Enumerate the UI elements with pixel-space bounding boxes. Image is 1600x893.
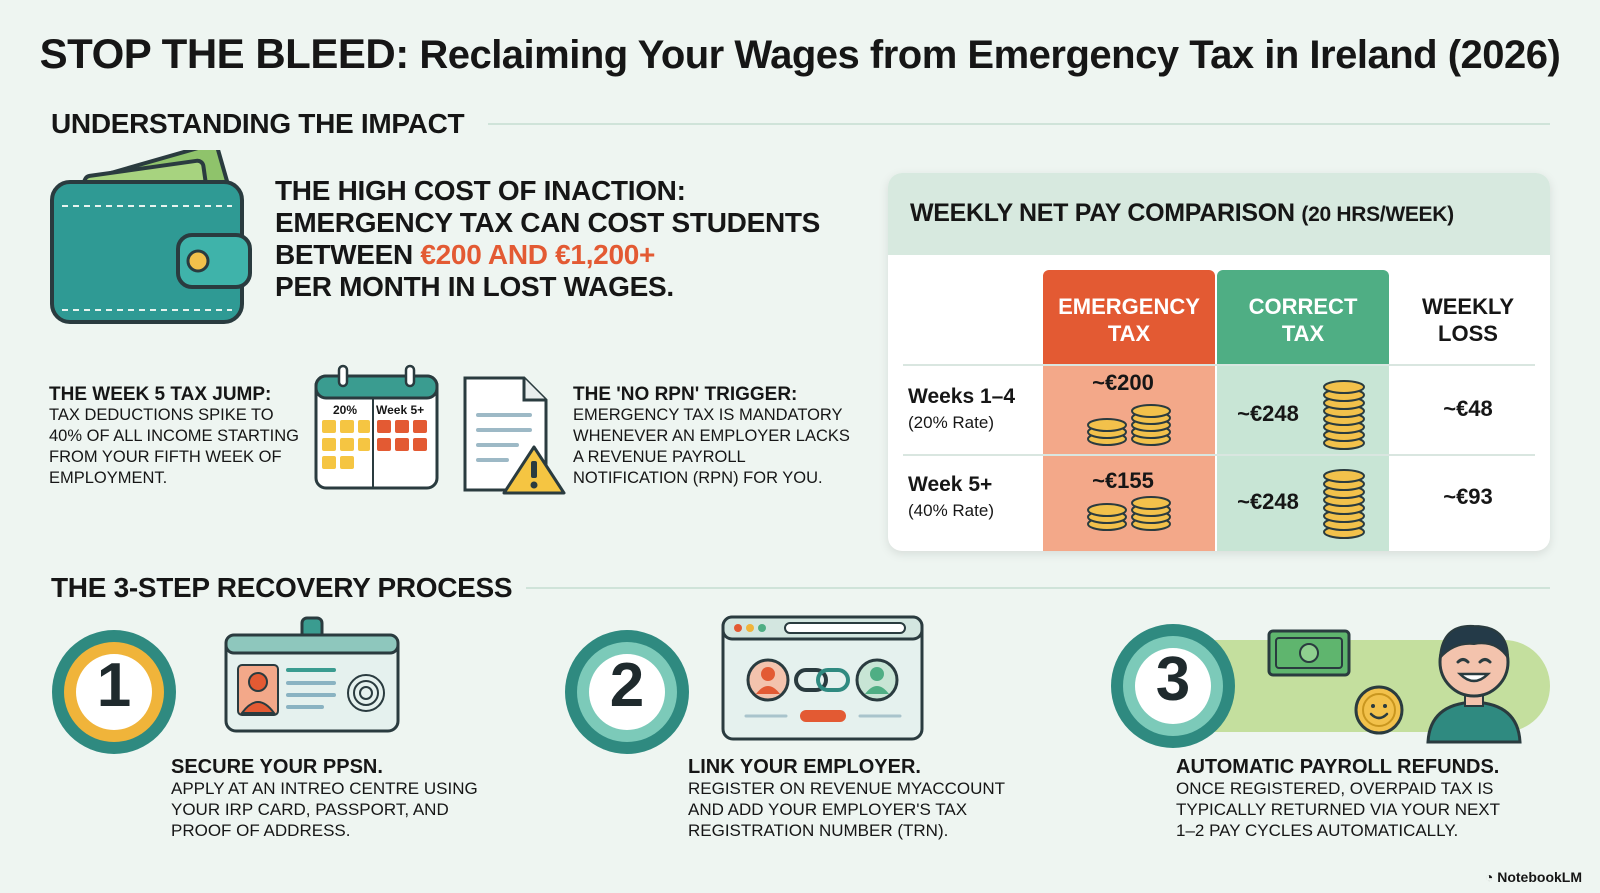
section-divider (488, 123, 1550, 125)
step1-title: SECURE YOUR PPSN. (171, 756, 383, 778)
week5-body: Tax deductions spike to 40% of all incom… (49, 406, 300, 487)
loss-label-l1: WEEKLY (1421, 294, 1515, 319)
calendar-right-label: Week 5+ (376, 403, 425, 417)
step2-number-badge (565, 630, 689, 754)
browser-link-icon (721, 615, 924, 741)
notebook-logo-icon: ◔ (1484, 869, 1494, 885)
comparison-table: WEEKLY NET PAY COMPARISON (20 HRS/WEEK) … (888, 173, 1550, 551)
step3-number: 3 (1155, 645, 1191, 714)
coin-stack-icon (1087, 404, 1171, 446)
row2-correct-value: ~€248 (1237, 489, 1299, 514)
row2-loss-value: ~€93 (1443, 484, 1493, 509)
loss-column-label: WEEKLY LOSS (1393, 293, 1543, 347)
emergency-label-l2: TAX (1107, 321, 1151, 346)
headline-line2: EMERGENCY TAX CAN COST STUDENTS (275, 207, 821, 238)
step3-number-badge (1111, 624, 1235, 748)
correct-column-head (1217, 270, 1389, 364)
step2-title: LINK YOUR EMPLOYER. (688, 756, 921, 778)
emergency-column-label: EMERGENCY TAX (1043, 293, 1215, 347)
row-divider (903, 454, 1535, 456)
coin-stack-icon (1087, 496, 1171, 531)
cost-headline: THE HIGH COST OF INACTION: EMERGENCY TAX… (275, 175, 875, 303)
coin-stack-icon (1323, 380, 1365, 450)
happy-person-icon (1426, 624, 1522, 744)
row1-emergency-value: ~€200 (1092, 370, 1154, 395)
comparison-title-paren: (20 HRS/WEEK) (1301, 203, 1454, 226)
emergency-column-body (1043, 365, 1215, 551)
loss-label-l2: LOSS (1438, 321, 1498, 346)
step1-number-badge (52, 630, 176, 754)
cash-note-icon (1267, 629, 1351, 677)
document-warning-icon (463, 376, 566, 495)
calendar-icon (314, 364, 439, 490)
step1-body: Apply at an Intreo Centre using your IRP… (171, 779, 478, 840)
wallet-icon (50, 150, 252, 324)
section-heading-recovery: THE 3-STEP RECOVERY PROCESS (51, 572, 513, 603)
norpn-title: THE 'NO RPN' TRIGGER: (573, 384, 798, 405)
row-divider (903, 364, 1535, 366)
row2-sublabel: (40% Rate) (908, 501, 994, 520)
section-heading-impact: UNDERSTANDING THE IMPACT (51, 108, 465, 139)
row2-emergency-value: ~€155 (1092, 468, 1154, 493)
row1-correct-value: ~€248 (1237, 401, 1299, 426)
coin-stack-icon (1323, 469, 1365, 539)
step3-body: Once registered, overpaid tax is typical… (1176, 779, 1500, 840)
headline-line4: PER MONTH IN LOST WAGES. (275, 271, 674, 302)
headline-highlight: €200 AND €1,200+ (420, 239, 656, 270)
smiley-coin-icon (1354, 685, 1404, 735)
norpn-body: Emergency tax is mandatory whenever an e… (573, 406, 850, 487)
title-bold: STOP THE BLEED: (39, 30, 410, 77)
row1-label: Weeks 1–4 (908, 385, 1016, 408)
week5-title: THE WEEK 5 TAX JUMP: (49, 384, 272, 405)
emergency-label-l1: EMERGENCY (1058, 294, 1200, 319)
row2-label: Week 5+ (908, 473, 993, 496)
row1-loss-value: ~€48 (1443, 396, 1493, 421)
row1-sublabel: (20% Rate) (908, 413, 994, 432)
id-card-icon (224, 616, 400, 733)
comparison-header (888, 173, 1550, 255)
comparison-title-text: WEEKLY NET PAY COMPARISON (910, 199, 1295, 227)
step2-number: 2 (609, 651, 645, 720)
brand-name: NotebookLM (1497, 869, 1582, 885)
section-divider (526, 587, 1550, 589)
correct-label-l2: TAX (1281, 321, 1325, 346)
brand-watermark: ◔ NotebookLM (1485, 869, 1582, 885)
step2-body: Register on Revenue myAccount and add yo… (688, 779, 1005, 840)
correct-label-l1: CORRECT (1248, 294, 1358, 319)
step1-number: 1 (96, 651, 132, 720)
headline-line3: BETWEEN €200 AND €1,200+ (275, 239, 875, 271)
headline-line1: THE HIGH COST OF INACTION: (275, 175, 686, 206)
comparison-title: WEEKLY NET PAY COMPARISON (20 HRS/WEEK) (910, 199, 1454, 228)
correct-column-label: CORRECT TAX (1217, 293, 1389, 347)
page-title: STOP THE BLEED: Reclaiming Your Wages fr… (0, 30, 1600, 78)
headline-line3-pre: BETWEEN (275, 239, 421, 270)
title-rest: Reclaiming Your Wages from Emergency Tax… (419, 33, 1561, 77)
calendar-left-label: 20% (333, 403, 358, 417)
step3-title: AUTOMATIC PAYROLL REFUNDS. (1176, 756, 1500, 778)
emergency-column-head (1043, 270, 1215, 364)
